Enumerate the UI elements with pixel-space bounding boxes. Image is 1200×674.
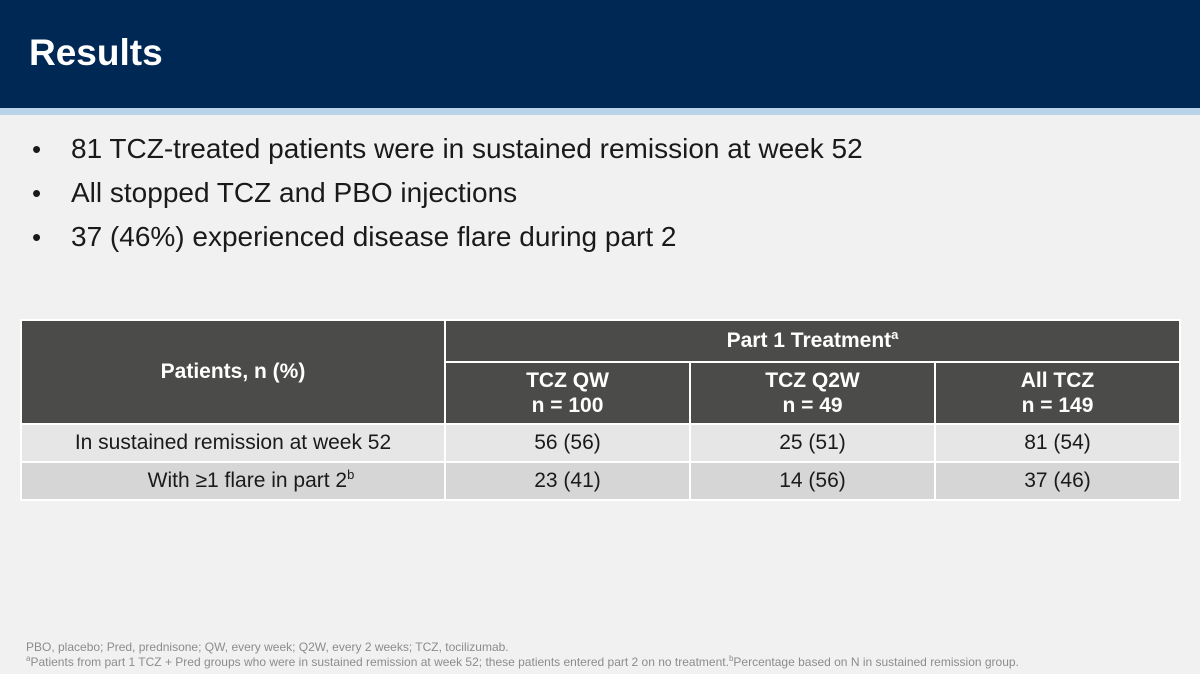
column-n: n = 49 (782, 394, 843, 417)
group-header-label: Part 1 Treatment (726, 329, 892, 352)
row-label: With ≥1 flare in part 2b (20, 461, 446, 501)
table-cell: 23 (41) (444, 461, 691, 501)
footnote-abbreviations: PBO, placebo; Pred, prednisone; QW, ever… (26, 640, 509, 654)
table-cell: 81 (54) (934, 423, 1181, 463)
footnote-a-text: Patients from part 1 TCZ + Pred groups w… (30, 655, 729, 669)
footnote-mark-a: a (26, 654, 31, 663)
bullet-text: 81 TCZ-treated patients were in sustaine… (71, 133, 863, 164)
table-cell: 25 (51) (689, 423, 936, 463)
table-row: In sustained remission at week 52 56 (56… (20, 423, 1181, 463)
bullet-text: All stopped TCZ and PBO injections (71, 177, 518, 208)
row-header-label: Patients, n (%) (160, 360, 306, 383)
footnote-b-text: Percentage based on N in sustained remis… (733, 655, 1019, 669)
bullet-item: • 37 (46%) experienced disease flare duri… (30, 215, 863, 259)
bullet-item: • 81 TCZ-treated patients were in sustain… (30, 127, 863, 171)
column-name: All TCZ (1020, 369, 1095, 392)
row-label-text: With ≥1 flare in part 2 (147, 469, 348, 492)
column-header-all-tcz: All TCZ n = 149 (934, 361, 1181, 425)
column-header-tcz-q2w: TCZ Q2W n = 49 (689, 361, 936, 425)
bullet-list: • 81 TCZ-treated patients were in sustain… (30, 127, 863, 259)
column-n: n = 149 (1021, 394, 1094, 417)
table-cell: 37 (46) (934, 461, 1181, 501)
title-bar (0, 0, 1200, 108)
bullet-dot-icon: • (32, 222, 42, 252)
footnote-details: aPatients from part 1 TCZ + Pred groups … (26, 655, 1019, 670)
column-header-tcz-qw: TCZ QW n = 100 (444, 361, 691, 425)
table-cell: 14 (56) (689, 461, 936, 501)
footnote-mark-b: b (728, 654, 734, 663)
group-header-cell: Part 1 Treatmenta (444, 319, 1181, 363)
bullet-item: • All stopped TCZ and PBO injections (30, 171, 863, 215)
column-n: n = 100 (531, 394, 604, 417)
row-label-text: In sustained remission at week 52 (74, 431, 392, 454)
row-label-footnote-mark: b (347, 467, 355, 482)
row-label: In sustained remission at week 52 (20, 423, 446, 463)
table-cell: 56 (56) (444, 423, 691, 463)
bullet-dot-icon: • (32, 178, 42, 208)
bullet-text: 37 (46%) experienced disease flare durin… (71, 221, 677, 252)
page-title: Results (29, 32, 163, 73)
table-row: With ≥1 flare in part 2b 23 (41) 14 (56)… (20, 461, 1181, 501)
footnotes: PBO, placebo; Pred, prednisone; QW, ever… (26, 640, 1019, 670)
column-name: TCZ Q2W (765, 369, 860, 392)
group-header-footnote-mark: a (891, 327, 899, 342)
results-table: Patients, n (%) Part 1 Treatmenta TCZ QW… (20, 319, 1181, 501)
title-bar-stripe (0, 108, 1200, 115)
bullet-dot-icon: • (32, 134, 42, 164)
row-header-cell: Patients, n (%) (20, 319, 446, 425)
column-name: TCZ QW (526, 369, 609, 392)
